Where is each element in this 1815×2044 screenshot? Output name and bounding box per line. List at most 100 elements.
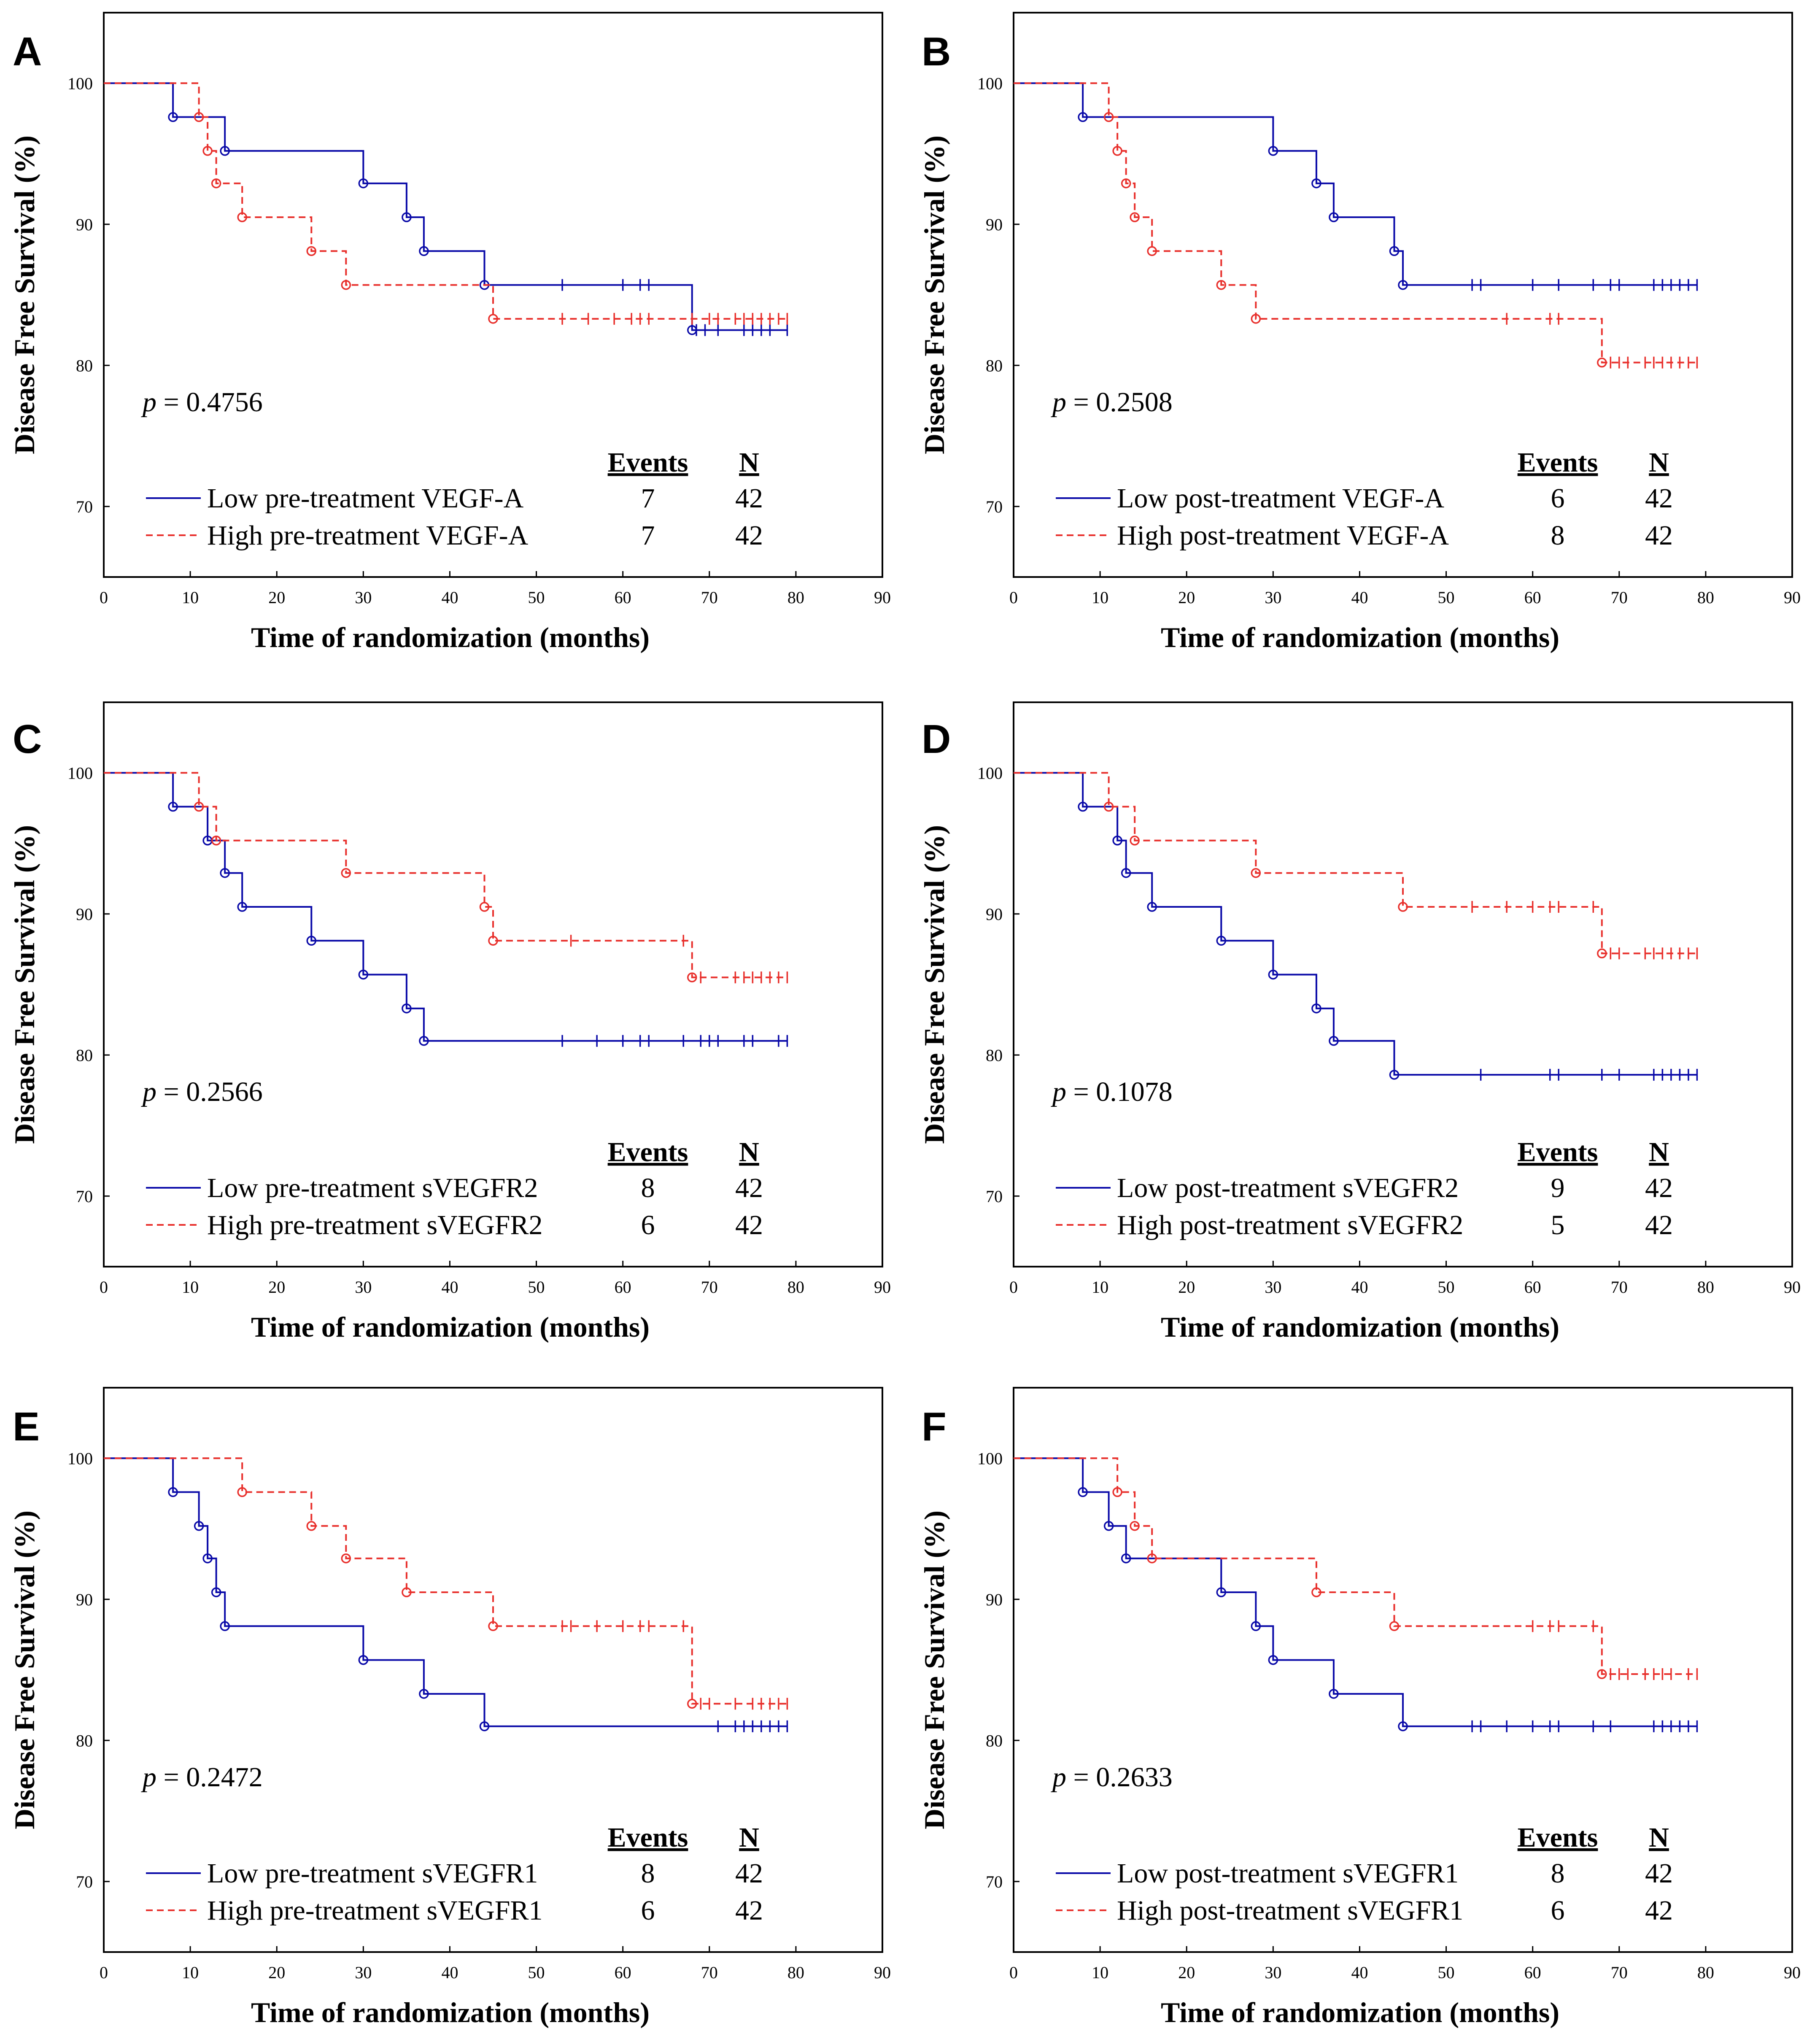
y-tick-label: 100 <box>977 763 1003 782</box>
legend-label: High pre-treatment sVEGFR2 <box>207 1210 543 1240</box>
event-marker <box>1216 936 1227 946</box>
x-tick-label: 40 <box>441 1963 458 1982</box>
legend-events-value: 6 <box>1551 1895 1565 1926</box>
km-panel-d: D 0 10 20 30 40 50 60 70 80 90 70 80 90 100 Time of ran… <box>918 701 1801 1343</box>
y-tick-label: 90 <box>76 215 93 234</box>
event-marker <box>358 178 369 189</box>
legend-events-value: 8 <box>641 1858 655 1889</box>
legend-label: High post-treatment sVEGFR1 <box>1117 1895 1463 1926</box>
y-tick-label: 70 <box>986 497 1003 516</box>
x-tick-label: 10 <box>1092 588 1108 607</box>
series-high <box>1014 1457 1698 1680</box>
legend-n-value: 42 <box>1645 1895 1673 1926</box>
x-tick-label: 0 <box>100 1278 108 1297</box>
legend-events-value: 8 <box>1551 520 1565 551</box>
legend-events-value: 7 <box>641 483 655 514</box>
x-tick-label: 20 <box>268 1278 285 1297</box>
x-axis-title: Time of randomization (months) <box>251 1996 650 2028</box>
legend-label: High pre-treatment VEGF-A <box>207 520 529 551</box>
km-curve <box>1014 1457 1697 1675</box>
series-high <box>1014 82 1698 369</box>
x-tick-label: 90 <box>874 1278 891 1297</box>
km-curve <box>1014 82 1697 286</box>
event-marker <box>419 246 429 256</box>
km-curve <box>104 1457 787 1705</box>
p-symbol: p <box>141 1762 156 1793</box>
plot-frame <box>1013 1387 1793 1953</box>
legend-label: Low pre-treatment VEGF-A <box>207 483 524 514</box>
panel-label: E <box>13 1404 40 1449</box>
legend-n-value: 42 <box>1645 1858 1673 1889</box>
event-marker <box>194 1521 204 1531</box>
p-number: = 0.2633 <box>1066 1762 1173 1793</box>
series-low <box>1014 772 1698 1081</box>
event-marker <box>1398 280 1408 290</box>
event-marker <box>1147 246 1157 256</box>
km-curve <box>104 772 787 979</box>
event-marker <box>1216 280 1227 290</box>
y-axis-title: Disease Free Survival (%) <box>918 1510 950 1829</box>
panel-label: C <box>13 717 42 762</box>
p-number: = 0.2566 <box>156 1076 263 1107</box>
event-marker <box>194 112 204 122</box>
event-marker <box>211 1587 221 1597</box>
legend-events-value: 8 <box>1551 1858 1565 1889</box>
event-marker <box>1078 112 1088 122</box>
x-tick-label: 20 <box>268 588 285 607</box>
x-tick-label: 50 <box>1438 1963 1455 1982</box>
event-marker <box>202 146 213 156</box>
y-tick-label: 70 <box>76 1187 93 1206</box>
x-tick-label: 20 <box>1178 1963 1195 1982</box>
event-marker <box>168 1487 178 1497</box>
event-marker <box>1251 868 1261 878</box>
event-marker <box>1121 1553 1131 1564</box>
legend-n-value: 42 <box>735 1895 763 1926</box>
legend-n-value: 42 <box>1645 483 1673 514</box>
event-marker <box>220 1621 230 1631</box>
event-marker <box>1311 178 1321 189</box>
event-marker <box>1597 948 1607 959</box>
legend-events-header: Events <box>1518 1822 1598 1853</box>
event-marker <box>1389 246 1400 256</box>
x-tick-label: 0 <box>1009 1278 1018 1297</box>
p-symbol: p <box>1051 1762 1066 1793</box>
panel-label: B <box>922 29 951 74</box>
x-axis-title: Time of randomization (months) <box>251 1311 650 1343</box>
series-low <box>104 82 788 336</box>
legend-label: High pre-treatment sVEGFR1 <box>207 1895 543 1926</box>
p-number: = 0.2508 <box>1066 387 1173 418</box>
event-marker <box>306 1521 317 1531</box>
p-symbol: p <box>141 1076 156 1107</box>
km-panel-a: A 0 10 20 30 40 50 60 70 80 90 70 80 90 100 Time of ran… <box>8 12 891 653</box>
x-tick-label: 0 <box>1009 1963 1018 1982</box>
event-marker <box>1251 1621 1261 1631</box>
x-tick-label: 30 <box>1265 1278 1281 1297</box>
legend-label: High post-treatment VEGF-A <box>1117 520 1449 551</box>
y-tick-label: 90 <box>76 905 93 924</box>
event-marker <box>194 801 204 812</box>
p-value: p = 0.2472 <box>141 1762 263 1793</box>
event-marker <box>687 972 697 983</box>
y-tick-label: 70 <box>986 1872 1003 1891</box>
x-tick-label: 70 <box>1611 588 1628 607</box>
y-tick-label: 80 <box>986 356 1003 375</box>
x-tick-label: 60 <box>1524 588 1541 607</box>
km-curve <box>1014 82 1697 364</box>
p-value: p = 0.2633 <box>1051 1762 1173 1793</box>
legend-n-value: 42 <box>735 1173 763 1203</box>
event-marker <box>479 902 490 912</box>
y-tick-label: 80 <box>986 1731 1003 1750</box>
event-marker <box>1389 1070 1400 1080</box>
event-marker <box>211 178 221 189</box>
event-marker <box>1329 1036 1339 1046</box>
x-tick-label: 80 <box>787 588 804 607</box>
y-tick-label: 90 <box>76 1590 93 1609</box>
event-marker <box>1251 314 1261 324</box>
legend-n-header: N <box>1649 1137 1669 1168</box>
y-tick-label: 100 <box>67 763 93 782</box>
legend-events-value: 9 <box>1551 1173 1565 1203</box>
legend-events-header: Events <box>608 1137 688 1168</box>
event-marker <box>1112 1487 1122 1497</box>
event-marker <box>488 936 498 946</box>
event-marker <box>1268 969 1278 980</box>
